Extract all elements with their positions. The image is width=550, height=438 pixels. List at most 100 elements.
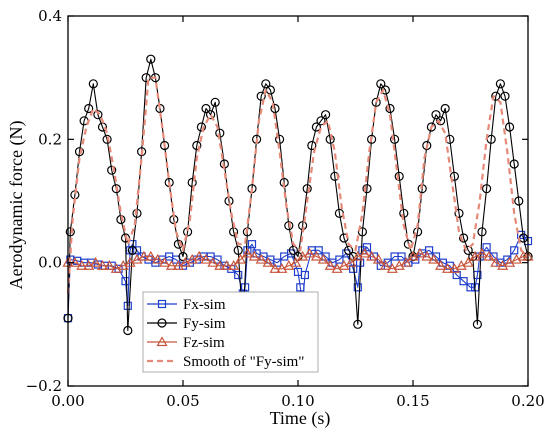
data-point <box>366 250 378 261</box>
data-point <box>335 255 344 264</box>
data-point <box>400 256 412 267</box>
data-point <box>311 122 321 132</box>
data-point <box>452 270 461 280</box>
data-point <box>477 227 487 237</box>
data-point <box>394 171 404 181</box>
data-point <box>84 103 94 114</box>
data-point <box>123 325 133 336</box>
data-point <box>463 245 473 255</box>
data-point <box>121 277 130 286</box>
data-point <box>165 260 178 270</box>
legend-label: Fz-sim <box>183 335 225 351</box>
data-point <box>380 85 390 95</box>
data-point <box>90 256 102 267</box>
data-point <box>187 177 197 188</box>
data-point <box>200 253 212 264</box>
data-point <box>248 250 260 261</box>
data-point <box>290 256 302 267</box>
data-point <box>367 134 377 144</box>
data-point <box>256 91 266 101</box>
data-point <box>74 147 85 157</box>
data-point <box>421 250 433 261</box>
data-point <box>491 91 501 101</box>
data-point <box>192 140 202 151</box>
data-point <box>440 103 450 114</box>
data-point <box>302 184 312 194</box>
legend: Fx-sim Fy-sim Fz-sim Smooth of "Fy-sim" <box>142 291 319 373</box>
data-point <box>505 122 515 132</box>
data-point <box>275 134 285 144</box>
data-point <box>426 122 436 132</box>
y-tick-label: −0.2 <box>26 377 62 395</box>
data-point <box>234 270 243 280</box>
data-point <box>371 97 381 107</box>
data-point <box>428 253 440 264</box>
data-point <box>103 260 115 270</box>
data-point <box>376 79 386 89</box>
data-point <box>116 214 126 225</box>
data-point <box>466 283 475 292</box>
data-point <box>201 103 211 114</box>
data-point <box>132 246 142 255</box>
data-point <box>516 230 526 240</box>
data-point <box>316 116 326 126</box>
data-point <box>353 283 362 292</box>
y-tick-label: 0.4 <box>38 7 62 25</box>
data-point <box>65 227 75 237</box>
data-point <box>310 250 322 261</box>
data-point <box>210 97 220 107</box>
legend-item: Fz-sim <box>147 335 225 351</box>
series-4 <box>66 76 529 294</box>
data-point <box>454 208 464 218</box>
legend-item: Smooth of "Fy-sim" <box>147 354 304 370</box>
data-point <box>483 250 495 261</box>
data-point <box>509 159 519 169</box>
data-point <box>160 140 170 151</box>
data-point <box>431 110 441 120</box>
data-point <box>345 256 357 267</box>
data-point <box>390 134 400 144</box>
data-point <box>397 252 406 261</box>
data-point <box>221 260 233 270</box>
x-tick-label: 0.15 <box>396 392 429 410</box>
legend-marker <box>157 299 167 309</box>
data-point <box>88 79 98 89</box>
data-point <box>296 283 305 292</box>
data-point <box>482 243 491 252</box>
data-point <box>314 246 323 255</box>
data-point <box>362 243 372 252</box>
plot-area <box>62 54 534 336</box>
data-point <box>349 264 358 273</box>
data-point <box>359 247 371 258</box>
data-point <box>262 256 274 267</box>
data-point <box>173 239 183 249</box>
data-point <box>141 73 151 83</box>
data-point <box>138 250 150 261</box>
data-point <box>307 140 317 151</box>
data-point <box>284 221 294 231</box>
data-point <box>459 233 469 243</box>
data-point <box>344 245 354 255</box>
data-point <box>436 116 446 126</box>
data-point <box>500 91 510 101</box>
data-point <box>269 263 281 273</box>
legend-box <box>142 291 319 373</box>
data-point <box>145 250 157 261</box>
y-axis-title: Aerodynamic force (N) <box>6 121 27 290</box>
series-line-1 <box>67 234 529 319</box>
data-point <box>476 247 488 258</box>
data-point <box>462 256 474 267</box>
data-point <box>441 263 454 273</box>
data-point <box>247 240 257 249</box>
data-point <box>273 258 282 267</box>
data-point <box>233 245 243 255</box>
data-point <box>214 260 226 270</box>
data-point <box>510 246 519 255</box>
data-point <box>241 247 253 258</box>
data-point <box>422 140 432 151</box>
legend-label: Fx-sim <box>183 297 226 313</box>
data-point <box>146 54 156 64</box>
data-point <box>111 184 121 194</box>
series-3 <box>62 247 534 273</box>
